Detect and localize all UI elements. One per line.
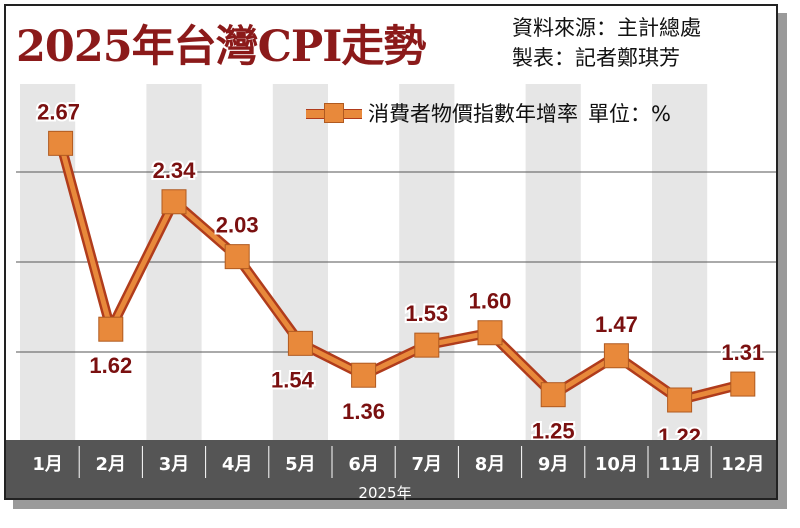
value-label: 1.47 [595, 312, 638, 337]
x-tick-label: 6月 [348, 454, 379, 475]
chart-title: 2025年台灣CPI走勢 [16, 22, 426, 72]
data-point-marker [48, 130, 74, 156]
x-tick-label: 4月 [222, 454, 253, 475]
x-tick-label: 7月 [412, 454, 443, 475]
data-point-marker [351, 362, 377, 388]
x-tick-label: 1月 [32, 454, 63, 475]
x-tick-label: 3月 [159, 454, 190, 475]
data-point-marker [730, 371, 756, 397]
value-label: 1.53 [405, 301, 448, 326]
value-label: 1.54 [271, 367, 315, 392]
value-label: 1.31 [721, 340, 764, 365]
legend-swatch [306, 103, 362, 123]
data-point-marker [477, 320, 503, 346]
author-credit: 製表：記者鄭琪芳 [512, 46, 680, 70]
value-label: 1.25 [532, 419, 575, 444]
x-tick-label: 12月 [721, 454, 764, 475]
data-point-marker [540, 382, 566, 408]
data-point-marker [98, 316, 124, 342]
x-tick-label: 11月 [658, 454, 701, 475]
data-point-marker [287, 330, 313, 356]
value-label: 1.62 [89, 353, 132, 378]
x-tick-label: 10月 [595, 454, 638, 475]
x-tick-label: 2月 [96, 454, 127, 475]
data-point-marker [224, 244, 250, 270]
value-label: 1.60 [469, 289, 512, 314]
value-label: 2.34 [153, 158, 197, 183]
value-label: 2.03 [216, 213, 259, 238]
data-point-marker [603, 343, 629, 369]
x-tick-label: 9月 [538, 454, 569, 475]
data-point-marker [667, 387, 693, 413]
x-axis-title: 2025年 [358, 484, 412, 502]
x-tick-label: 8月 [475, 454, 506, 475]
data-point-marker [414, 332, 440, 358]
source-credit: 資料來源：主計總處 [512, 16, 701, 40]
legend: 消費者物價指數年增率 單位：% [306, 100, 671, 126]
data-point-marker [161, 189, 187, 215]
chart-frame [4, 4, 778, 500]
value-label: 1.36 [342, 399, 385, 424]
x-tick-label: 5月 [285, 454, 316, 475]
value-label: 2.67 [37, 99, 80, 124]
legend-unit-label: 單位：% [588, 102, 671, 126]
legend-series-label: 消費者物價指數年增率 [368, 102, 578, 126]
